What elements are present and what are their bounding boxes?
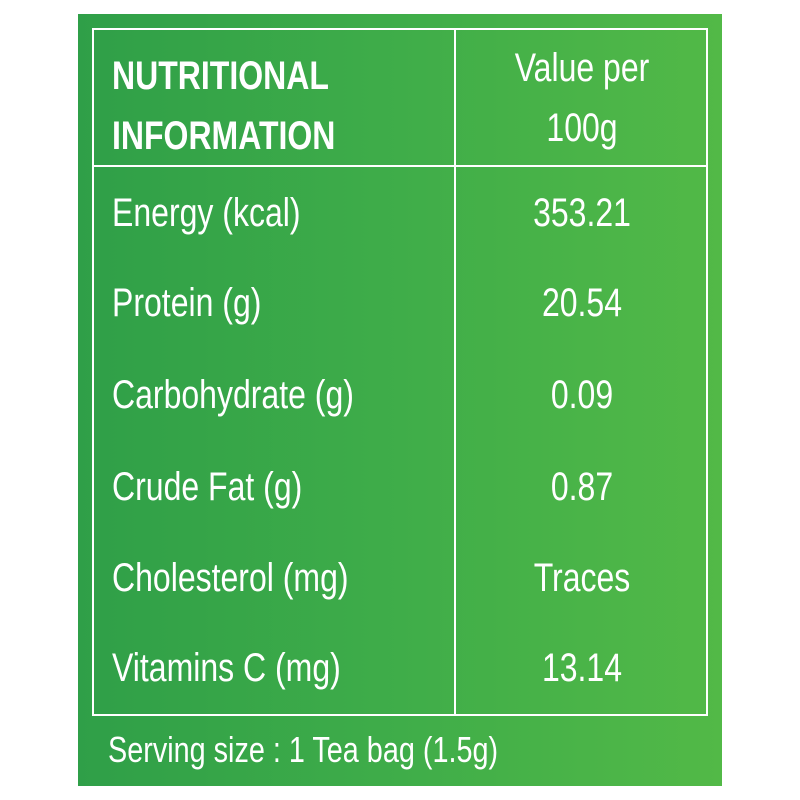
label-panel: [78, 14, 722, 786]
row-value: 353.21: [533, 191, 631, 235]
header-left: NUTRITIONAL: [112, 54, 329, 98]
footer: Serving size : 1 Tea bag (1.5g): [108, 729, 499, 770]
header-left: INFORMATION: [112, 114, 336, 158]
header-right: 100g: [546, 106, 618, 150]
row-label: Carbohydrate (g): [112, 373, 354, 417]
row-label: Vitamins C (mg): [112, 646, 341, 690]
row-label: Protein (g): [112, 281, 262, 325]
row-label: Cholesterol (mg): [112, 556, 349, 600]
table-frame: [92, 28, 708, 716]
row-value: Traces: [533, 556, 631, 600]
row-value: 20.54: [541, 281, 623, 325]
header-right: Value per: [514, 46, 650, 90]
row-value: 0.87: [550, 465, 614, 509]
row-value: 13.14: [541, 646, 623, 690]
row-label: Crude Fat (g): [112, 465, 303, 509]
row-value: 0.09: [550, 373, 614, 417]
row-label: Energy (kcal): [112, 191, 301, 235]
header-divider: [92, 165, 708, 167]
column-divider: [454, 28, 456, 716]
